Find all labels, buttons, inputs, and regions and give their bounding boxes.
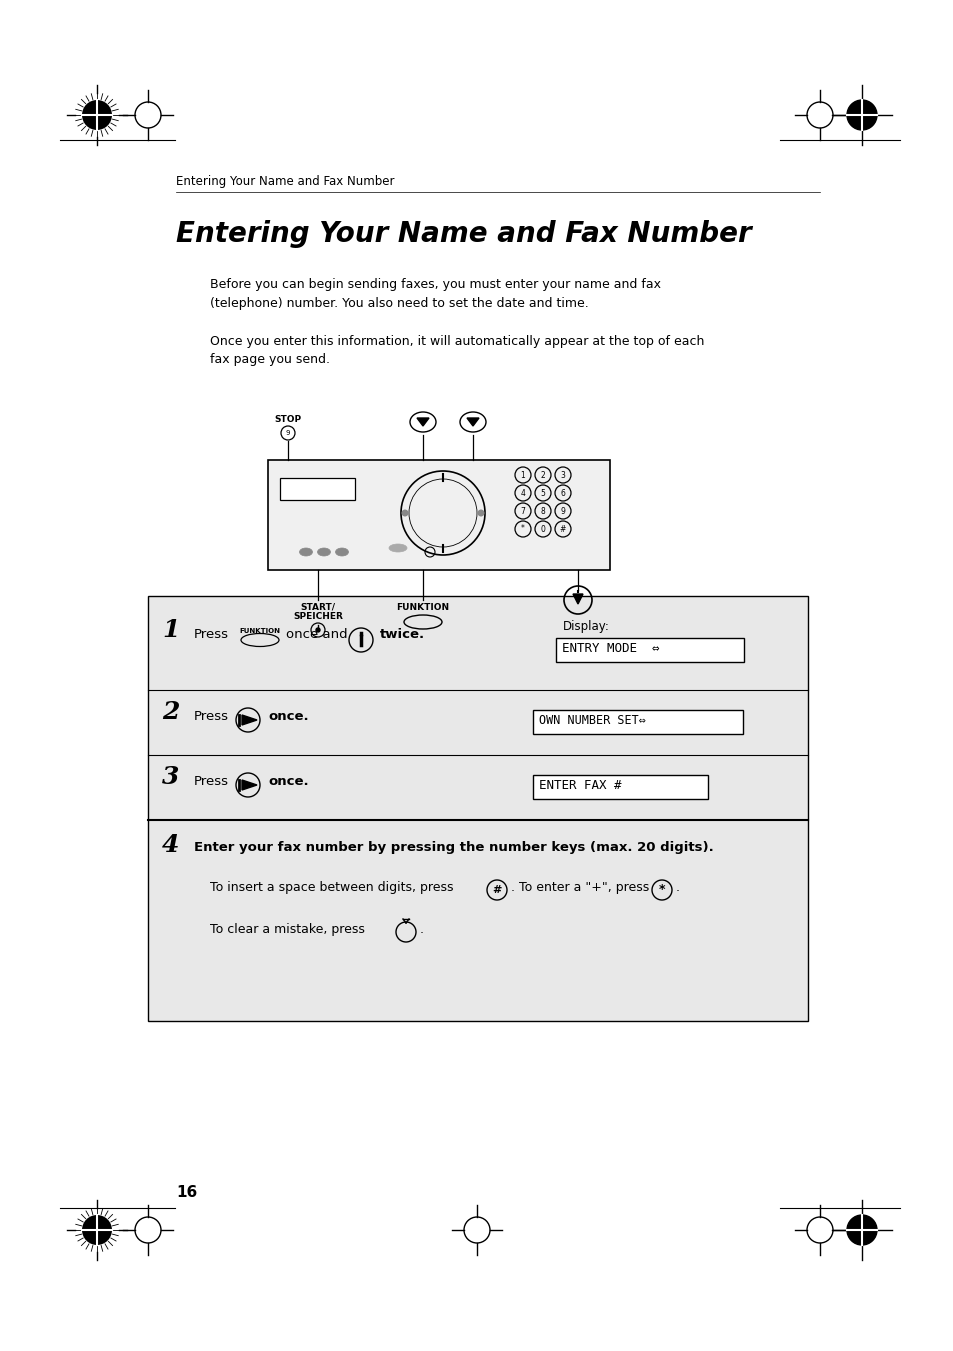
Text: Press: Press <box>193 628 229 640</box>
Text: Press: Press <box>193 711 229 723</box>
Circle shape <box>846 100 876 130</box>
Text: 8: 8 <box>540 507 545 516</box>
Text: 2: 2 <box>162 700 179 724</box>
Text: . To enter a "+", press: . To enter a "+", press <box>511 881 649 894</box>
Text: 9: 9 <box>560 507 565 516</box>
Circle shape <box>846 1215 876 1246</box>
Text: .: . <box>676 881 679 894</box>
Text: Display:: Display: <box>562 620 609 634</box>
Circle shape <box>477 509 484 516</box>
Ellipse shape <box>317 549 330 557</box>
Text: Once you enter this information, it will automatically appear at the top of each: Once you enter this information, it will… <box>210 335 703 366</box>
Text: OWN NUMBER SET⇔: OWN NUMBER SET⇔ <box>538 713 645 727</box>
FancyBboxPatch shape <box>533 711 742 734</box>
Text: 5: 5 <box>540 489 545 497</box>
Text: FUNKTION: FUNKTION <box>396 603 449 612</box>
Polygon shape <box>242 715 256 725</box>
Text: once.: once. <box>268 711 309 723</box>
Text: 0: 0 <box>540 524 545 534</box>
FancyBboxPatch shape <box>148 596 807 1021</box>
Text: 1: 1 <box>162 617 179 642</box>
Text: 6: 6 <box>560 489 565 497</box>
Text: 9: 9 <box>286 430 290 436</box>
Text: 1: 1 <box>520 470 525 480</box>
FancyBboxPatch shape <box>268 459 609 570</box>
Polygon shape <box>467 417 478 426</box>
Polygon shape <box>416 417 429 426</box>
Text: 3: 3 <box>560 470 565 480</box>
Text: Entering Your Name and Fax Number: Entering Your Name and Fax Number <box>175 176 395 188</box>
Text: *: * <box>659 884 664 897</box>
Text: #: # <box>559 524 565 534</box>
Text: .: . <box>419 923 423 936</box>
Text: 3: 3 <box>162 765 179 789</box>
Circle shape <box>315 628 319 632</box>
Text: START/: START/ <box>300 603 335 612</box>
Text: FUNKTION: FUNKTION <box>239 628 280 634</box>
Text: Press: Press <box>193 775 229 788</box>
Text: 16: 16 <box>175 1185 197 1200</box>
Text: once and: once and <box>286 628 347 640</box>
Text: once.: once. <box>268 775 309 788</box>
FancyBboxPatch shape <box>556 638 743 662</box>
Circle shape <box>401 509 408 516</box>
Ellipse shape <box>389 544 407 553</box>
Text: Enter your fax number by pressing the number keys (max. 20 digits).: Enter your fax number by pressing the nu… <box>193 842 713 854</box>
Text: SPEICHER: SPEICHER <box>293 612 342 621</box>
Text: 7: 7 <box>520 507 525 516</box>
Circle shape <box>82 1215 112 1246</box>
FancyBboxPatch shape <box>533 775 707 798</box>
Text: Entering Your Name and Fax Number: Entering Your Name and Fax Number <box>175 220 751 249</box>
Circle shape <box>82 100 112 130</box>
Text: twice.: twice. <box>379 628 425 640</box>
Text: 4: 4 <box>520 489 525 497</box>
Polygon shape <box>242 780 256 790</box>
FancyBboxPatch shape <box>280 478 355 500</box>
Text: ENTRY MODE  ⇔: ENTRY MODE ⇔ <box>561 642 659 655</box>
Text: To insert a space between digits, press: To insert a space between digits, press <box>210 881 453 894</box>
Text: Before you can begin sending faxes, you must enter your name and fax
(telephone): Before you can begin sending faxes, you … <box>210 278 660 309</box>
Polygon shape <box>573 594 582 604</box>
Text: 4: 4 <box>162 834 179 857</box>
Text: STOP: STOP <box>274 415 301 424</box>
Text: *: * <box>520 524 524 534</box>
Ellipse shape <box>335 549 348 557</box>
Ellipse shape <box>299 549 313 557</box>
Text: To clear a mistake, press: To clear a mistake, press <box>210 923 364 936</box>
Text: 2: 2 <box>540 470 545 480</box>
Text: #: # <box>492 885 501 894</box>
Text: ENTER FAX #: ENTER FAX # <box>538 780 620 792</box>
